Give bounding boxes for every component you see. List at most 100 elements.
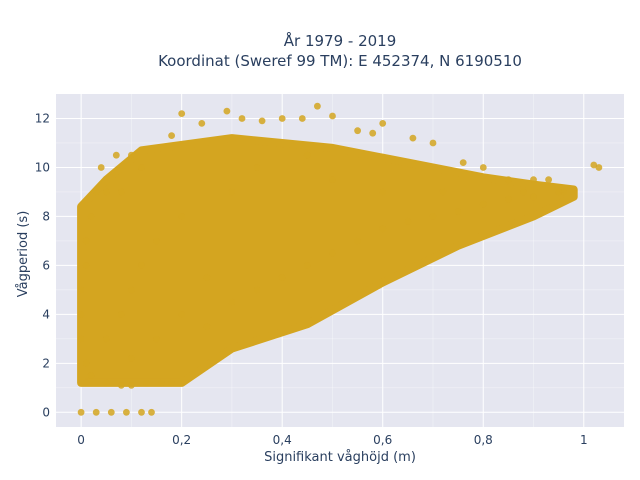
data-point [379, 120, 387, 127]
x-tick-label: 0,6 [373, 433, 392, 447]
data-point [112, 151, 120, 159]
data-point [87, 372, 95, 379]
data-point [102, 379, 110, 387]
chart-title-line-1: År 1979 - 2019 [284, 31, 397, 50]
data-point [178, 213, 186, 220]
data-point [545, 176, 552, 184]
points-layer [77, 102, 603, 416]
data-point [77, 335, 85, 343]
data-point [148, 408, 155, 416]
x-tick-label: 0,4 [273, 433, 292, 447]
y-axis-label: Vågperiod (s) [16, 211, 31, 298]
data-point [354, 237, 361, 245]
x-tick-label: 0,2 [172, 433, 191, 447]
data-point [198, 120, 206, 127]
data-point [560, 188, 568, 196]
data-point [369, 129, 377, 137]
data-point [459, 159, 467, 167]
data-point [505, 176, 512, 184]
data-point [298, 115, 306, 122]
data-point [138, 408, 145, 416]
data-point [530, 193, 537, 201]
y-tick-label: 2 [42, 356, 50, 370]
data-point [409, 134, 417, 142]
data-point [178, 110, 186, 117]
data-point [595, 164, 603, 171]
data-point [555, 188, 563, 196]
data-point [82, 262, 90, 269]
x-tick-label: 1 [580, 433, 588, 447]
data-point [153, 237, 160, 245]
data-point [138, 262, 145, 269]
data-point [143, 379, 150, 387]
data-point [117, 188, 125, 196]
data-point [117, 382, 125, 389]
data-point [505, 195, 512, 203]
data-point [87, 213, 95, 220]
data-point [178, 311, 186, 318]
data-point [102, 335, 110, 343]
data-point [168, 379, 176, 387]
data-point [223, 107, 231, 115]
data-point [303, 262, 311, 269]
data-point [454, 208, 462, 215]
data-point [439, 188, 447, 196]
data-point [82, 237, 90, 245]
data-point [253, 286, 261, 294]
data-point [77, 286, 85, 294]
y-tick-label: 8 [42, 209, 50, 223]
data-point [228, 298, 236, 306]
data-point [158, 379, 166, 387]
data-point [429, 213, 437, 220]
data-point [404, 217, 412, 225]
data-point [153, 335, 160, 343]
data-point [127, 382, 135, 389]
data-point [329, 176, 336, 184]
data-point [303, 151, 311, 159]
data-point [97, 164, 105, 171]
data-point [138, 164, 145, 171]
data-point [82, 359, 90, 367]
point-cloud [77, 134, 578, 387]
data-point [92, 408, 100, 416]
data-point [77, 311, 85, 318]
data-point [102, 188, 110, 196]
data-point [82, 379, 90, 387]
x-axis-label: Signifikant våghöjd (m) [264, 450, 416, 465]
data-point [379, 188, 387, 196]
dense-point-cloud [77, 134, 578, 387]
data-point [123, 408, 130, 416]
data-point [530, 176, 537, 184]
x-tick-label: 0,8 [474, 433, 493, 447]
x-tick-label: 0 [77, 433, 85, 447]
data-point [127, 286, 135, 294]
data-point [329, 112, 336, 120]
data-point [168, 132, 176, 140]
y-tick-label: 12 [35, 111, 50, 125]
data-point [238, 115, 246, 122]
data-point [253, 164, 261, 171]
data-point [479, 164, 487, 171]
data-point [354, 127, 361, 135]
data-point [520, 188, 527, 196]
data-point [590, 161, 598, 169]
y-tick-label: 0 [42, 405, 50, 419]
data-point [107, 408, 115, 416]
data-point [479, 200, 487, 208]
data-point [314, 102, 321, 110]
chart-title-line-2: Koordinat (Sweref 99 TM): E 452374, N 61… [158, 52, 522, 70]
data-point [258, 117, 266, 125]
data-point [92, 188, 100, 196]
y-tick-label: 10 [35, 160, 50, 174]
data-point [228, 188, 236, 196]
data-point [77, 408, 85, 416]
data-point [127, 355, 135, 362]
data-point [117, 311, 125, 318]
data-point [379, 225, 387, 233]
data-point [570, 188, 578, 196]
data-point [329, 249, 336, 257]
data-point [429, 139, 437, 147]
